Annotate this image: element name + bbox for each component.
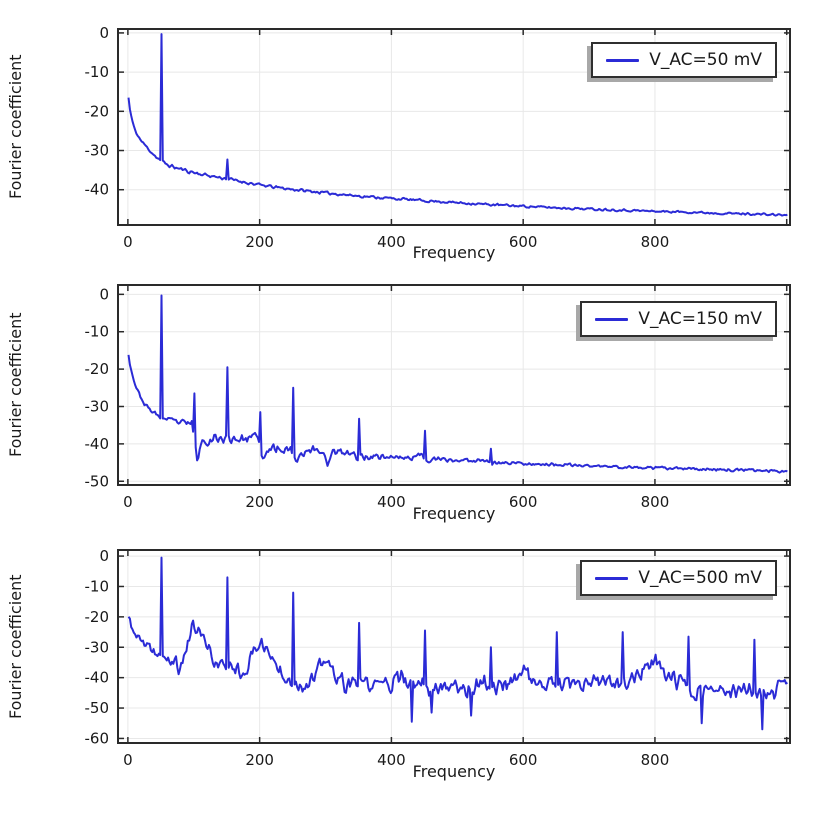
legend-label: V_AC=150 mV [638, 309, 762, 329]
legend-box: V_AC=150 mV [580, 301, 777, 337]
y-tick-label: -10 [85, 323, 110, 341]
legend-label: V_AC=500 mV [638, 568, 762, 588]
legend-line-swatch [606, 58, 640, 62]
plot-area-3: 0 200 400 600 800 0 -10 -20 -30 -40 -50 -60 [85, 547, 791, 769]
y-tick-label: -30 [85, 638, 110, 656]
y-tick-label: -30 [85, 142, 110, 160]
series-line [127, 33, 788, 217]
y-tick-label: -50 [85, 699, 110, 717]
x-tick-label: 200 [245, 751, 274, 769]
plot-frame [117, 284, 791, 486]
y-tick-label: -40 [85, 435, 110, 453]
legend-box: V_AC=500 mV [580, 560, 777, 596]
x-tick-label: 800 [641, 493, 670, 511]
plot-frame [117, 549, 791, 744]
y-axis-label: Fourier coefficient [6, 312, 25, 458]
x-tick-label: 600 [509, 751, 538, 769]
y-tick-label: -20 [85, 360, 110, 378]
x-axis-label: Frequency [412, 504, 496, 523]
y-tick-label: -40 [85, 669, 110, 687]
series-line [127, 294, 788, 474]
y-tick-label: -20 [85, 102, 110, 120]
x-tick-label: 0 [123, 493, 133, 511]
chart-vac-150mv: 0 200 400 600 800 0 -10 -20 -30 -40 -50 Fourier co… [0, 270, 839, 540]
legend-line-swatch [595, 317, 629, 321]
plot-area-2: 0 200 400 600 800 0 -10 -20 -30 -40 -50 [85, 284, 791, 511]
legend-box: V_AC=50 mV [591, 42, 777, 78]
x-tick-label: 200 [245, 233, 274, 251]
x-tick-label: 400 [377, 233, 406, 251]
x-tick-label: 0 [123, 233, 133, 251]
x-tick-label: 0 [123, 751, 133, 769]
x-tick-label: 600 [509, 233, 538, 251]
chart-vac-500mv: 0 200 400 600 800 0 -10 -20 -30 -40 -50 -60 Fourier… [0, 540, 839, 817]
x-tick-label: 200 [245, 493, 274, 511]
series-line [127, 556, 788, 731]
x-axis-label: Frequency [412, 762, 496, 781]
y-tick-label: -20 [85, 608, 110, 626]
x-tick-label: 400 [377, 751, 406, 769]
y-tick-label: -10 [85, 577, 110, 595]
legend-label: V_AC=50 mV [649, 50, 762, 70]
x-tick-label: 600 [509, 493, 538, 511]
plot-frame [117, 28, 791, 226]
y-tick-label: -50 [85, 472, 110, 490]
x-tick-label: 800 [641, 751, 670, 769]
chart-vac-50mv: 0 200 400 600 800 0 -10 -20 -30 -40 Fourier coeff… [0, 0, 839, 270]
y-tick-label: -10 [85, 63, 110, 81]
y-tick-label: -60 [85, 729, 110, 747]
y-tick-label: -30 [85, 397, 110, 415]
x-tick-label: 800 [641, 233, 670, 251]
x-tick-label: 400 [377, 493, 406, 511]
y-tick-label: 0 [99, 24, 109, 42]
y-tick-label: -40 [85, 181, 110, 199]
y-axis-label: Fourier coefficient [6, 574, 25, 720]
x-axis-label: Frequency [412, 243, 496, 262]
y-tick-label: 0 [99, 547, 109, 565]
legend-line-swatch [595, 576, 629, 580]
y-axis-label: Fourier coefficient [6, 54, 25, 200]
plot-area-1: 0 200 400 600 800 0 -10 -20 -30 -40 [85, 24, 791, 251]
y-tick-label: 0 [99, 285, 109, 303]
